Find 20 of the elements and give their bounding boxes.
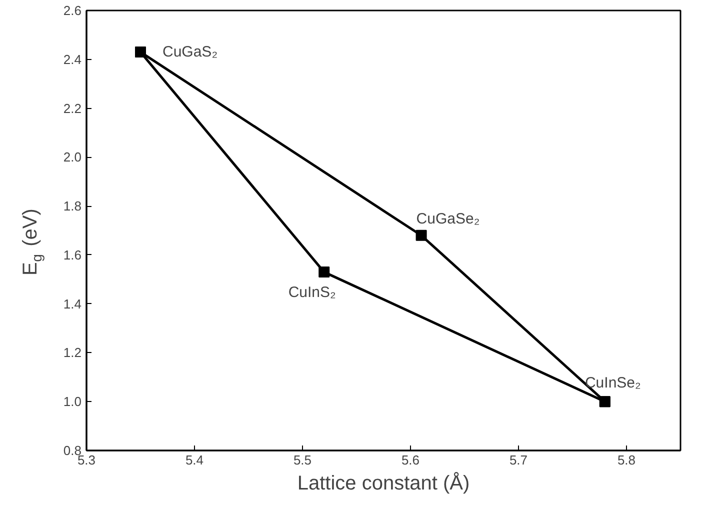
y-tick-label: 2.2 <box>63 100 82 116</box>
y-tick-label: 1.6 <box>63 247 82 262</box>
x-tick-label: 5.5 <box>293 452 312 468</box>
annotation: CuGaS₂ <box>162 44 218 61</box>
y-tick-label: 1.2 <box>63 345 82 360</box>
y-tick-label: 2.0 <box>63 150 82 165</box>
x-axis-title: Lattice constant (Å) <box>297 472 470 494</box>
y-tick-label: 2.6 <box>63 3 82 18</box>
annotation: CuInSe₂ <box>584 374 642 392</box>
x-tick-label: 5.7 <box>509 452 528 468</box>
y-axis-title: Eg (eV) <box>20 208 44 276</box>
x-tick-label: 5.4 <box>185 452 204 468</box>
annotation: CuGaSe₂ <box>416 210 480 228</box>
y-tick-label: 1.0 <box>63 394 82 410</box>
x-tick-label: 5.8 <box>617 452 636 468</box>
annotation: CuInS₂ <box>288 284 336 302</box>
y-tick-label: 1.8 <box>63 198 82 214</box>
y-tick-label: 1.4 <box>63 296 82 312</box>
x-tick-label: 5.6 <box>401 452 420 468</box>
y-tick-label: 2.4 <box>63 52 82 67</box>
